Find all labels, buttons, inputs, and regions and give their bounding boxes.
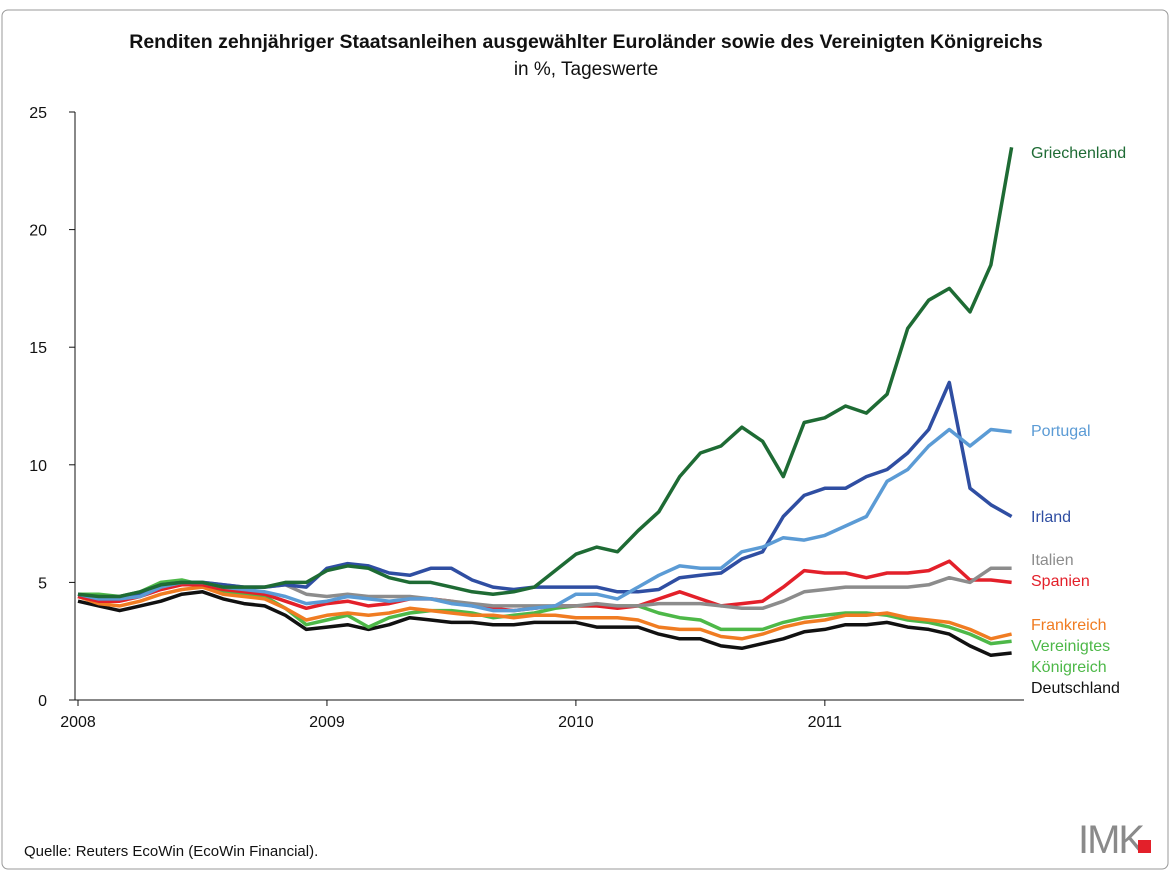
legend-label: Italien (1031, 552, 1074, 569)
legend-label: Deutschland (1031, 680, 1120, 697)
series-line (77, 146, 1014, 599)
legend-label: Spanien (1031, 573, 1090, 590)
legend-label: Vereinigtes Königreich (1031, 638, 1110, 676)
y-tick-label: 25 (29, 105, 47, 122)
chart-subtitle: in %, Tageswerte (514, 59, 658, 80)
legend-label: Irland (1031, 509, 1071, 526)
x-tick-label: 2011 (808, 714, 843, 731)
legend-label: Frankreich (1031, 617, 1107, 634)
logo-square (1138, 840, 1151, 853)
chart-title: Renditen zehnjähriger Staatsanleihen aus… (129, 31, 1043, 53)
x-tick-label: 2010 (558, 714, 594, 731)
legend-label-line: Königreich (1031, 659, 1107, 676)
logo: IMK (1078, 818, 1145, 862)
source: Quelle: Reuters EcoWin (EcoWin Financial… (24, 843, 318, 860)
y-tick-label: 15 (29, 340, 47, 357)
series-line (78, 578, 1012, 646)
y-tick-label: 10 (29, 458, 47, 475)
legend-label: Griechenland (1031, 145, 1126, 162)
frame (1, 9, 1169, 870)
y-tick-label: 20 (29, 223, 47, 240)
x-tick-label: 2008 (60, 714, 96, 731)
x-tick-label: 2009 (309, 714, 345, 731)
series-line (77, 585, 1012, 641)
legend-label-line: Vereinigtes (1031, 638, 1110, 655)
legend-label: Portugal (1031, 423, 1091, 440)
series-line (77, 590, 1012, 658)
y-tick-label: 0 (38, 693, 47, 710)
y-tick-label: 5 (38, 575, 47, 592)
